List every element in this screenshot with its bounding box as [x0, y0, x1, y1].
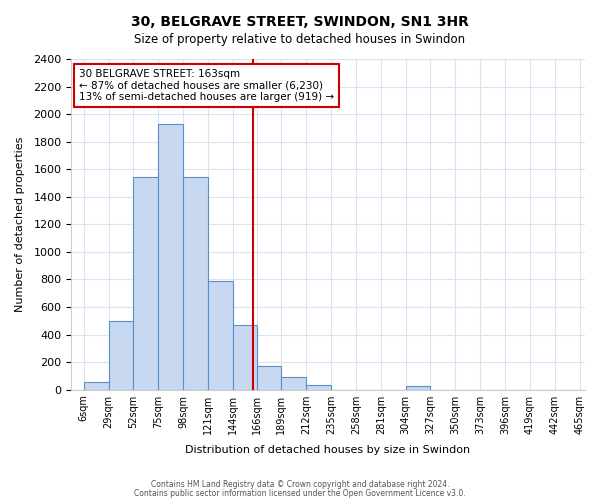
Y-axis label: Number of detached properties: Number of detached properties — [15, 136, 25, 312]
Bar — [406, 386, 430, 390]
Text: 30 BELGRAVE STREET: 163sqm
← 87% of detached houses are smaller (6,230)
13% of s: 30 BELGRAVE STREET: 163sqm ← 87% of deta… — [79, 69, 334, 102]
Bar — [158, 124, 183, 390]
Bar — [84, 382, 109, 390]
Bar — [183, 178, 208, 390]
Text: Contains HM Land Registry data © Crown copyright and database right 2024.: Contains HM Land Registry data © Crown c… — [151, 480, 449, 489]
Text: Size of property relative to detached houses in Swindon: Size of property relative to detached ho… — [134, 32, 466, 46]
Bar — [281, 376, 306, 390]
Bar — [306, 385, 331, 390]
Text: Contains public sector information licensed under the Open Government Licence v3: Contains public sector information licen… — [134, 488, 466, 498]
Bar — [133, 178, 158, 390]
Bar — [233, 325, 257, 390]
Bar — [257, 366, 281, 390]
X-axis label: Distribution of detached houses by size in Swindon: Distribution of detached houses by size … — [185, 445, 470, 455]
Text: 30, BELGRAVE STREET, SWINDON, SN1 3HR: 30, BELGRAVE STREET, SWINDON, SN1 3HR — [131, 15, 469, 29]
Bar — [208, 281, 233, 390]
Bar — [109, 321, 133, 390]
